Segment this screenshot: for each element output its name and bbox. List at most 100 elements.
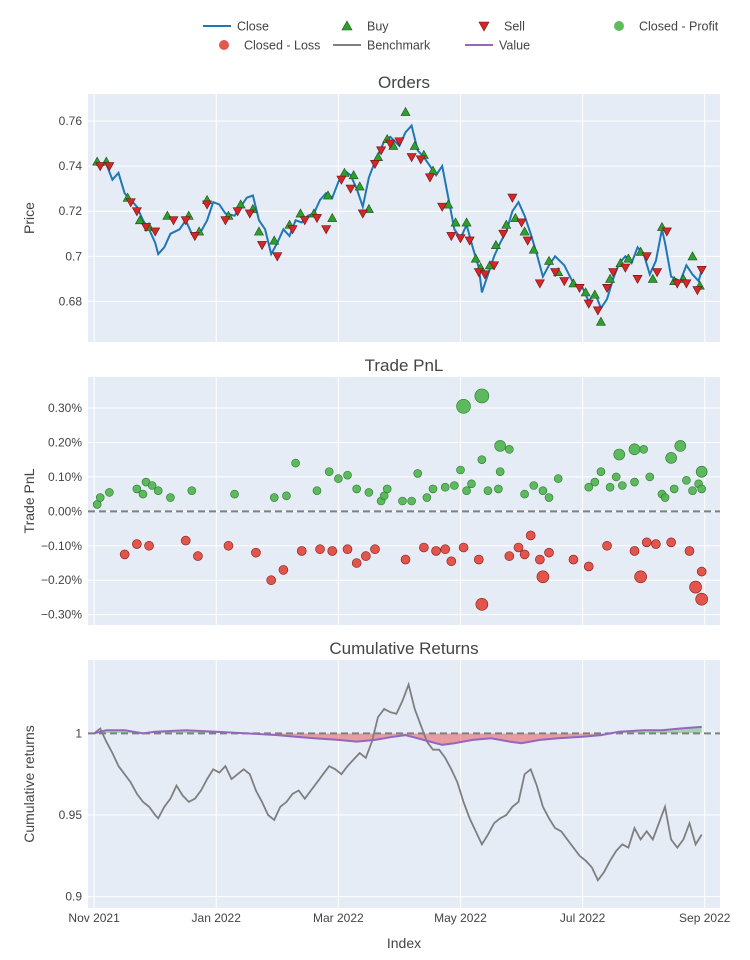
sell-marker <box>150 227 161 237</box>
closed-loss-marker <box>629 546 640 556</box>
sell-marker <box>394 137 405 147</box>
closed-loss-marker <box>315 544 325 555</box>
closed-profit-marker <box>596 467 606 477</box>
legend-item-sell: Sell <box>478 20 525 34</box>
buy-marker <box>501 219 512 229</box>
closed-loss-marker <box>504 551 515 561</box>
closed-profit-marker <box>665 452 677 464</box>
sell-marker <box>641 252 652 262</box>
closed-loss-marker <box>519 549 530 560</box>
closed-profit-marker <box>611 472 621 482</box>
buy-marker <box>623 253 634 263</box>
closed-loss-marker <box>536 570 550 584</box>
sell-marker <box>385 139 396 149</box>
sell-marker <box>652 268 663 278</box>
buy-marker <box>595 316 606 326</box>
buy-marker <box>544 255 555 265</box>
sell-marker <box>592 306 603 316</box>
closed-profit-marker <box>456 398 471 414</box>
closed-profit-marker <box>505 445 514 454</box>
buy-marker <box>354 181 365 191</box>
closed-loss-marker <box>513 542 524 553</box>
sell-marker <box>489 261 500 271</box>
closed-profit-marker <box>462 486 471 495</box>
value-fill-area <box>454 733 473 744</box>
closed-loss-marker <box>440 544 451 555</box>
y-axis-title: Price <box>21 202 37 234</box>
legend-item-closed_profit: Closed - Profit <box>614 20 719 34</box>
sell-marker <box>357 209 368 219</box>
sell-marker <box>336 175 347 185</box>
sell-marker <box>272 252 283 262</box>
sell-marker <box>583 299 594 309</box>
closed-profit-marker <box>682 476 691 485</box>
legend-label: Benchmark <box>367 39 431 53</box>
buy-marker <box>327 212 338 222</box>
legend-swatch-triangle-up <box>341 20 353 31</box>
y-tick-label: 0.20% <box>48 435 82 449</box>
sell-marker <box>104 162 115 172</box>
closed-profit-marker <box>483 486 493 495</box>
value-fill-area <box>442 733 455 745</box>
sell-marker <box>131 207 142 217</box>
panel-3: 0.9 0.95 1 Cumulative Returns Cumulative ret… <box>21 639 731 951</box>
y-tick-label: 0.95 <box>59 808 83 822</box>
sell-marker <box>692 286 703 296</box>
y-axis-title: Cumulative returns <box>21 725 37 843</box>
closed-loss-marker <box>544 547 554 558</box>
closed-profit-marker <box>467 479 476 489</box>
sell-marker <box>620 263 631 273</box>
sell-marker <box>299 216 310 226</box>
sell-marker <box>681 279 692 289</box>
panel-title: Cumulative Returns <box>329 639 478 658</box>
legend-label: Closed - Loss <box>244 39 320 53</box>
legend-label: Value <box>499 39 530 53</box>
sell-marker <box>446 232 457 242</box>
closed-loss-marker <box>583 561 594 572</box>
closed-loss-marker <box>446 556 457 567</box>
sell-marker <box>168 216 179 226</box>
legend-label: Sell <box>504 20 525 34</box>
sell-marker <box>257 241 268 251</box>
plot-background <box>88 660 720 908</box>
closed-profit-marker <box>584 482 594 492</box>
sell-marker <box>369 159 381 170</box>
sell-marker <box>287 225 298 235</box>
closed-profit-marker <box>324 467 334 477</box>
closed-profit-marker <box>166 493 175 502</box>
closed-loss-marker <box>568 554 579 565</box>
legend-item-close: Close <box>203 20 269 34</box>
buy-marker <box>134 215 145 225</box>
y-tick-label: 0.68 <box>59 294 83 308</box>
closed-loss-marker <box>193 551 203 561</box>
closed-profit-marker <box>153 486 163 495</box>
value-series-line <box>93 725 702 746</box>
buy-marker <box>647 273 658 283</box>
buy-marker <box>528 244 539 254</box>
closed-profit-marker <box>282 491 291 501</box>
closed-profit-marker <box>269 493 279 502</box>
buy-marker <box>400 106 411 116</box>
x-axis-title: Index <box>387 935 421 951</box>
sell-marker <box>437 202 448 212</box>
closed-profit-marker <box>617 481 627 490</box>
closed-profit-marker <box>364 488 374 497</box>
y-tick-label: −0.20% <box>41 573 82 587</box>
closed-loss-marker <box>535 554 545 565</box>
sell-marker <box>244 209 255 219</box>
closed-profit-marker <box>352 484 361 494</box>
closed-profit-marker <box>538 486 548 495</box>
sell-marker <box>550 268 561 278</box>
closed-profit-marker <box>413 469 423 478</box>
sell-marker <box>696 265 707 275</box>
sell-marker <box>479 270 490 280</box>
closed-profit-marker <box>605 482 615 492</box>
closed-profit-marker <box>494 440 506 452</box>
closed-profit-marker <box>613 448 626 461</box>
closed-loss-marker <box>278 565 289 575</box>
closed-loss-marker <box>342 544 353 555</box>
sell-marker <box>516 218 527 228</box>
sell-marker <box>559 277 570 287</box>
closed-loss-marker <box>144 540 154 551</box>
